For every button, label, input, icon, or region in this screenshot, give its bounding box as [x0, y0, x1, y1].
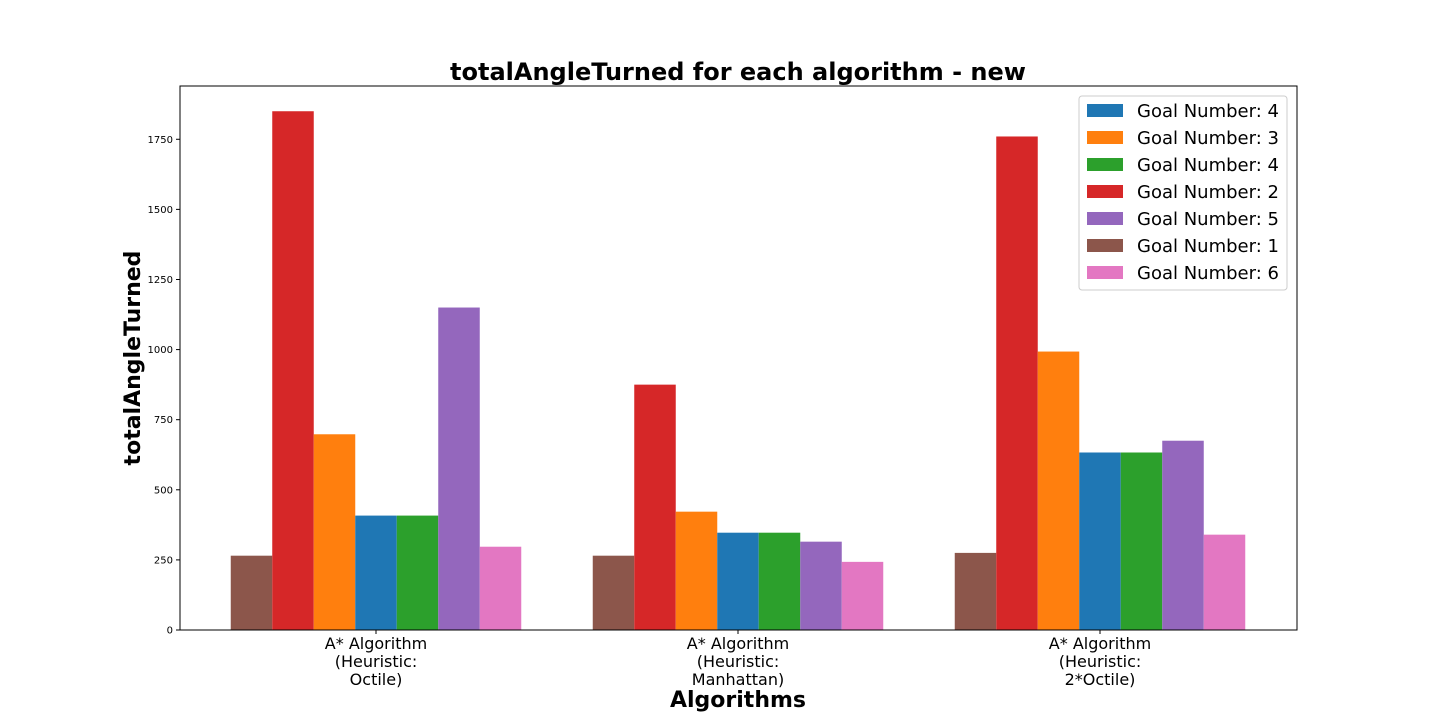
legend-swatch [1087, 266, 1123, 279]
bar [800, 541, 842, 630]
bar [479, 546, 522, 630]
legend-label: Goal Number: 4 [1137, 101, 1279, 122]
y-axis: 0 250 500 750 1000 1250 1500 1750 [148, 135, 180, 637]
x-tick-label: A* Algorithm (Heuristic: 2*Octile) [1049, 634, 1151, 689]
bar [1203, 534, 1246, 630]
bar [592, 555, 635, 630]
bar [758, 532, 801, 630]
chart-title: totalAngleTurned for each algorithm - ne… [450, 58, 1026, 86]
legend-swatch [1087, 104, 1123, 117]
bar [355, 515, 397, 630]
x-tick-label: A* Algorithm (Heuristic: Octile) [325, 634, 427, 689]
x-axis-label: Algorithms [670, 688, 806, 713]
bar [230, 555, 273, 630]
plot-area [179, 85, 1298, 631]
y-axis-label: totalAngleTurned [121, 251, 146, 466]
legend-label: Goal Number: 5 [1137, 209, 1279, 230]
y-tick-label: 1250 [148, 275, 173, 286]
legend-label: Goal Number: 6 [1137, 263, 1279, 284]
y-tick-label: 1000 [148, 345, 173, 356]
bar [272, 111, 314, 630]
bar [313, 434, 356, 630]
legend-swatch [1087, 131, 1123, 144]
bar [1079, 452, 1121, 630]
bar [1120, 452, 1163, 630]
bar [396, 515, 439, 630]
legend-swatch [1087, 158, 1123, 171]
legend-label: Goal Number: 1 [1137, 236, 1279, 257]
bar [954, 552, 997, 630]
legend-label: Goal Number: 3 [1137, 128, 1279, 149]
y-tick-label: 250 [154, 555, 173, 566]
y-tick-label: 1500 [148, 205, 173, 216]
y-tick-label: 750 [154, 415, 173, 426]
y-tick-label: 1750 [148, 135, 173, 146]
bar [841, 561, 884, 630]
legend-swatch [1087, 239, 1123, 252]
bar [634, 384, 676, 630]
bar [675, 511, 718, 630]
legend-swatch [1087, 185, 1123, 198]
legend: Goal Number: 4 Goal Number: 3 Goal Number:… [1078, 95, 1288, 291]
x-tick-label: A* Algorithm (Heuristic: Manhattan) [687, 634, 789, 689]
legend-label: Goal Number: 4 [1137, 155, 1279, 176]
legend-box [1078, 95, 1288, 291]
y-tick-label: 500 [154, 485, 173, 496]
bar [717, 532, 759, 630]
bar [996, 136, 1038, 630]
x-axis: A* Algorithm (Heuristic: Octile) A* Algorit… [325, 630, 1151, 689]
bar [1037, 351, 1080, 630]
legend-label: Goal Number: 2 [1137, 182, 1279, 203]
bar [1162, 440, 1204, 630]
legend-swatch [1087, 212, 1123, 225]
y-tick-label: 0 [167, 626, 173, 637]
bar [438, 307, 480, 630]
